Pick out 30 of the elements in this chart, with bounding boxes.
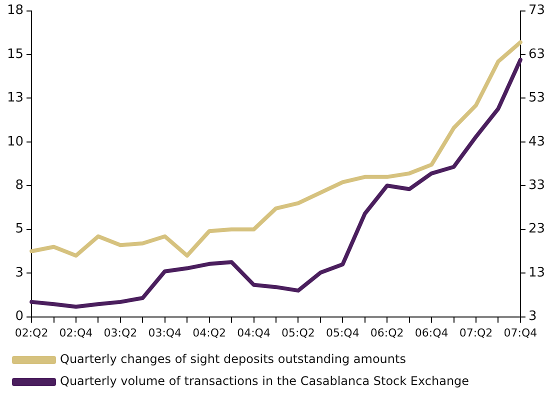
x-tick-label: 06:Q2 xyxy=(370,326,404,340)
y2-tick-label: 33 xyxy=(528,178,546,194)
y-tick-label: 18 xyxy=(6,3,24,18)
legend-label: Quarterly changes of sight deposits outstanding amounts xyxy=(60,352,406,366)
y2-tick-label: 53 xyxy=(528,90,546,106)
y-tick-label: 0 xyxy=(15,309,24,324)
y2-tick-label: 73 xyxy=(528,3,546,18)
y-tick-label: 5 xyxy=(15,222,24,237)
y-tick-label: 15 xyxy=(6,46,24,62)
y-tick-label: 8 xyxy=(15,178,24,194)
x-tick-label: 05:Q4 xyxy=(326,326,360,340)
x-tick-label: 02:Q4 xyxy=(59,326,93,340)
y-tick-label: 13 xyxy=(6,90,24,106)
legend-label: Quarterly volume of transactions in the Casablanca Stock Exchange xyxy=(60,374,470,388)
x-tick-label: 04:Q2 xyxy=(192,326,226,340)
y2-tick-label: 13 xyxy=(528,265,546,280)
x-tick-label: 04:Q4 xyxy=(237,326,270,340)
y2-tick-label: 3 xyxy=(528,309,537,324)
x-tick-label: 07:Q4 xyxy=(504,326,538,340)
y-tick-label: 10 xyxy=(6,134,24,150)
y-tick-label: 3 xyxy=(15,265,24,280)
y2-tick-label: 63 xyxy=(528,46,546,62)
x-tick-label: 03:Q4 xyxy=(148,326,182,340)
x-tick-label: 07:Q2 xyxy=(459,326,493,340)
x-tick-label: 06:Q4 xyxy=(414,326,448,340)
x-tick-label: 03:Q2 xyxy=(104,326,138,340)
y2-tick-label: 43 xyxy=(528,134,546,150)
x-tick-label: 05:Q2 xyxy=(282,326,315,340)
x-tick-label: 02:Q2 xyxy=(14,326,48,340)
y2-tick-label: 23 xyxy=(528,222,546,237)
